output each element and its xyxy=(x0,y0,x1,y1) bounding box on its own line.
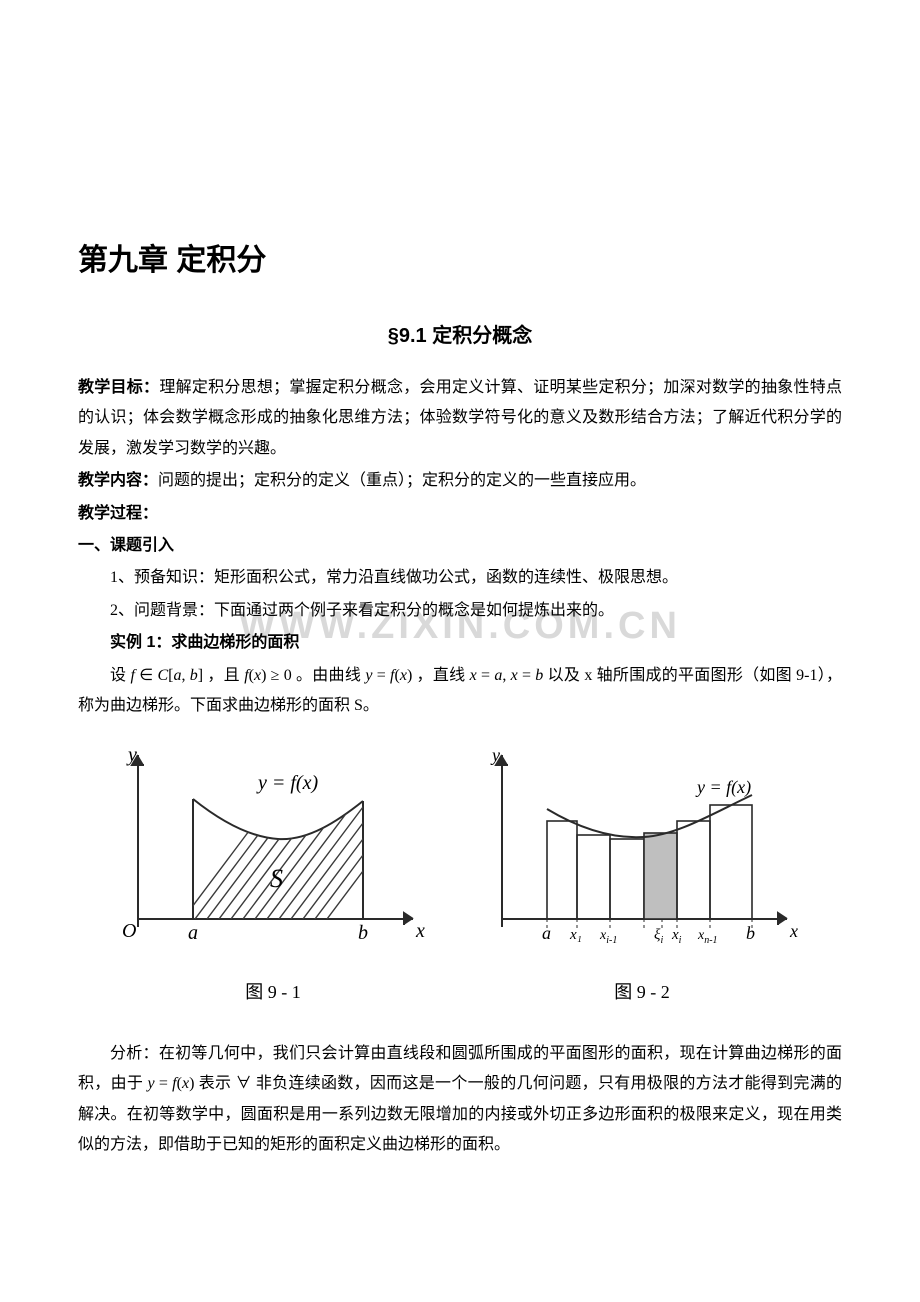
setup-mid1: ，且 xyxy=(207,667,244,684)
goal-paragraph: 教学目标：理解定积分思想；掌握定积分概念，会用定义计算、证明某些定积分；加深对数… xyxy=(78,373,842,464)
fig2-xi-label: xi xyxy=(671,927,682,946)
fig1-a-label: a xyxy=(188,922,198,944)
fig1-curve-label: y = f(x) xyxy=(256,772,318,794)
fig2-xnm1-label: xn-1 xyxy=(697,928,718,946)
fig2-xi-xi-label: ξi xyxy=(654,927,663,946)
setup-pre: 设 xyxy=(110,667,131,684)
setup-paragraph: 设 f ∈ C[a, b] ，且 f(x) ≥ 0 。由曲线 y = f(x) … xyxy=(78,661,842,722)
intro-item-2: 2、问题背景：下面通过两个例子来看定积分的概念是如何提炼出来的。 xyxy=(78,596,842,626)
figure-9-2: y x y = f(x) a x₁ xi-1 ξi xi xn-1 b 图 9 … xyxy=(472,739,812,1009)
process-label: 教学过程： xyxy=(78,505,158,522)
fig1-S-label: S xyxy=(270,864,283,893)
intro-heading: 一、课题引入 xyxy=(78,531,842,561)
example-1-heading: 实例 1：求曲边梯形的面积 xyxy=(78,628,842,658)
fig1-y-label: y xyxy=(126,744,137,766)
goal-text: 理解定积分思想；掌握定积分概念，会用定义计算、证明某些定积分；加深对数学的抽象性… xyxy=(78,379,842,457)
fig2-b-label: b xyxy=(746,923,755,943)
figures-row: O y x a b y = f(x) S 图 9 - 1 xyxy=(78,739,842,1009)
fig1-O-label: O xyxy=(122,920,136,942)
content-text: 问题的提出；定积分的定义（重点）；定积分的定义的一些直接应用。 xyxy=(158,472,646,489)
chapter-title: 第九章 定积分 xyxy=(78,232,842,289)
fig2-x-label: x xyxy=(789,921,798,941)
page-content: 第九章 定积分 §9.1 定积分概念 教学目标：理解定积分思想；掌握定积分概念，… xyxy=(78,232,842,1160)
content-label: 教学内容： xyxy=(78,472,158,489)
figure-9-1-caption: 图 9 - 1 xyxy=(108,975,438,1009)
intro-item-1: 1、预备知识：矩形面积公式，常力沿直线做功公式，函数的连续性、极限思想。 xyxy=(78,563,842,593)
analysis-paragraph: 分析：在初等几何中，我们只会计算由直线段和圆弧所围成的平面图形的面积，现在计算曲… xyxy=(78,1039,842,1161)
setup-mid2: 。由曲线 xyxy=(296,667,365,684)
process-paragraph: 教学过程： xyxy=(78,499,842,529)
fig2-y-label: y xyxy=(490,745,500,765)
figure-9-2-caption: 图 9 - 2 xyxy=(472,975,812,1009)
math-y-eq-fx-1: y = f(x) xyxy=(365,667,412,684)
fig1-b-label: b xyxy=(358,922,368,944)
fig2-xim1-label: xi-1 xyxy=(599,928,617,946)
content-paragraph: 教学内容：问题的提出；定积分的定义（重点）；定积分的定义的一些直接应用。 xyxy=(78,466,842,496)
section-title: §9.1 定积分概念 xyxy=(78,317,842,355)
setup-mid3: ，直线 xyxy=(417,667,470,684)
math-x-eq-ab: x = a, x = b xyxy=(470,667,544,684)
math-y-eq-fx-2: y = f(x) xyxy=(147,1075,194,1092)
goal-label: 教学目标： xyxy=(78,379,159,396)
figure-9-2-svg: y x y = f(x) a x₁ xi-1 ξi xi xn-1 b xyxy=(472,739,812,959)
fig2-x1-label: x₁ xyxy=(569,927,582,943)
fig2-curve-label: y = f(x) xyxy=(695,777,751,798)
figure-9-1: O y x a b y = f(x) S 图 9 - 1 xyxy=(108,739,438,1009)
math-f-in-Cab: f ∈ C[a, b] xyxy=(131,667,204,684)
fig1-x-label: x xyxy=(415,920,425,942)
fig2-a-label: a xyxy=(542,923,551,943)
math-fx-ge-0: f(x) ≥ 0 xyxy=(244,667,292,684)
figure-9-1-svg: O y x a b y = f(x) S xyxy=(108,739,438,959)
